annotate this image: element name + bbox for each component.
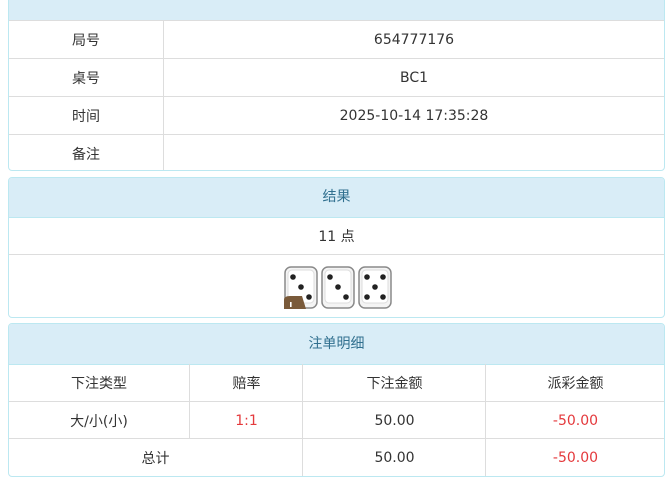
column-header: 下注金额 xyxy=(302,364,486,401)
detail-title: 注单明细 xyxy=(308,336,365,352)
result-title: 结果 xyxy=(322,189,351,205)
order-header: 注单 xyxy=(9,0,664,21)
pip xyxy=(290,274,296,280)
points-row: 11 点 xyxy=(9,217,664,254)
pip xyxy=(343,294,349,300)
bet-cell: 50.00 xyxy=(302,402,486,439)
pip xyxy=(380,274,386,280)
bet-cell: 大/小(小) xyxy=(70,413,128,430)
detail-panel: 注单明细 下注类型 赔率 下注金额 派彩金额 大/小(小) 1:1 50.00 -50.00 总… xyxy=(8,323,665,477)
detail-header: 注单明细 xyxy=(9,324,664,365)
total-label: 总计 xyxy=(141,450,170,467)
points: 11 点 xyxy=(318,228,355,245)
order-row: 局号 654777176 xyxy=(9,20,664,58)
die xyxy=(358,266,392,309)
total-stake: 50.00 xyxy=(302,439,486,476)
dice-group xyxy=(284,266,392,309)
bet-cell: -50.00 xyxy=(485,402,664,439)
order-label: 时间 xyxy=(72,108,100,125)
column-header: 赔率 xyxy=(189,364,303,401)
pip xyxy=(364,274,370,280)
column-header: 派彩金额 xyxy=(485,364,664,401)
column-header: 下注类型 xyxy=(71,375,127,392)
order-row: 桌号 BC1 xyxy=(9,58,664,96)
total-row: 总计 50.00 -50.00 xyxy=(9,438,664,476)
result-header: 结果 xyxy=(9,178,664,218)
pip xyxy=(335,284,341,290)
bet-cell: 1:1 xyxy=(189,402,303,439)
die xyxy=(284,266,318,309)
total-payout: -50.00 xyxy=(485,439,664,476)
info-icon xyxy=(290,302,292,307)
info-badge xyxy=(284,296,306,309)
order-value: 654777176 xyxy=(163,21,664,58)
order-panel: 注单 局号 654777176 桌号 BC1 时间 2025-10-14 17:35:28… xyxy=(8,0,665,171)
pip xyxy=(306,294,312,300)
order-value: BC1 xyxy=(163,59,664,96)
pip xyxy=(364,294,370,300)
order-value xyxy=(163,135,664,170)
die xyxy=(321,266,355,309)
pip xyxy=(327,274,333,280)
order-label: 局号 xyxy=(72,32,100,49)
dice-row xyxy=(9,254,664,317)
order-label: 备注 xyxy=(72,146,100,163)
pip xyxy=(372,284,378,290)
order-value: 2025-10-14 17:35:28 xyxy=(163,97,664,134)
order-row: 备注 xyxy=(9,134,664,170)
table-header-row: 下注类型 赔率 下注金额 派彩金额 xyxy=(9,364,664,401)
bet-row: 大/小(小) 1:1 50.00 -50.00 xyxy=(9,401,664,439)
pip xyxy=(380,294,386,300)
result-panel: 结果 11 点 xyxy=(8,177,665,318)
order-row: 时间 2025-10-14 17:35:28 xyxy=(9,96,664,134)
pip xyxy=(298,284,304,290)
order-label: 桌号 xyxy=(72,70,100,87)
